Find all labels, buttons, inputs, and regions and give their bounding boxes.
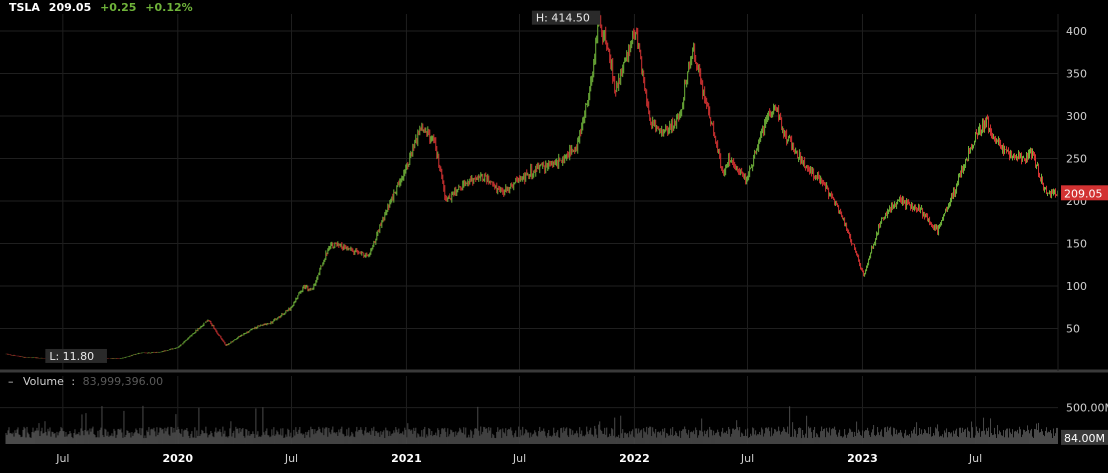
volume-value: 83,999,396.00	[83, 375, 163, 388]
price-tick-label: 300	[1066, 110, 1087, 123]
low-marker-label: L: 11.80	[49, 350, 94, 363]
date-tick-label: Jul	[284, 452, 298, 465]
last-price-badge: 209.05	[1061, 185, 1108, 201]
volume-bars	[5, 405, 1059, 444]
date-tick-label: 2020	[162, 452, 193, 465]
price-tick-label: 250	[1066, 153, 1087, 166]
volume-collapse-toggle[interactable]: –	[8, 375, 14, 388]
ticker-price: 209.05	[49, 1, 91, 14]
volume-separator: :	[71, 375, 75, 388]
high-marker-box	[531, 10, 601, 25]
date-tick-label: 2021	[391, 452, 422, 465]
svg-text:TSLA 209.05 +0: TSLA 209.05 +0.25 +0.12%	[9, 1, 193, 14]
date-tick-label: 2022	[619, 452, 650, 465]
date-axis: Jul 2020 Jul 2021 Jul 2022 Jul 2023 Jul	[55, 452, 982, 465]
high-price-marker: H: 414.50	[531, 10, 601, 25]
ticker-change: +0.25	[100, 1, 136, 14]
last-volume-badge: 84.00M	[1061, 429, 1108, 445]
volume-header: – Volume : 83,999,396.00	[8, 375, 163, 388]
last-volume-badge-label: 84.00M	[1064, 432, 1105, 445]
low-price-marker: L: 11.80	[45, 348, 107, 363]
ticker-change-pct: +0.12%	[145, 1, 192, 14]
volume-tick-label: 500.00M	[1066, 402, 1108, 415]
last-volume-badge-box	[1061, 429, 1108, 445]
price-tick-label: 350	[1066, 68, 1087, 81]
date-tick-label: Jul	[512, 452, 526, 465]
date-tick-label: Jul	[968, 452, 982, 465]
price-tick-label: 50	[1066, 323, 1080, 336]
low-marker-box	[45, 348, 107, 363]
price-tick-label: 100	[1066, 280, 1087, 293]
high-marker-label: H: 414.50	[536, 12, 590, 25]
date-tick-label: Jul	[55, 452, 69, 465]
svg-text:– Volume :: – Volume : 83,999,396.00	[8, 375, 163, 388]
date-tick-label: Jul	[740, 452, 754, 465]
date-tick-label: 2023	[847, 452, 878, 465]
price-tick-label: 150	[1066, 238, 1087, 251]
last-price-badge-box	[1061, 185, 1108, 201]
ticker-symbol: TSLA	[9, 1, 40, 14]
ticker-header: TSLA 209.05 +0.25 +0.12%	[9, 1, 193, 14]
volume-label: Volume	[23, 375, 64, 388]
price-candles[interactable]	[5, 14, 1059, 360]
price-tick-label: 400	[1066, 25, 1087, 38]
last-price-badge-label: 209.05	[1064, 187, 1103, 200]
volume-axis: 500.00M	[1066, 402, 1108, 415]
